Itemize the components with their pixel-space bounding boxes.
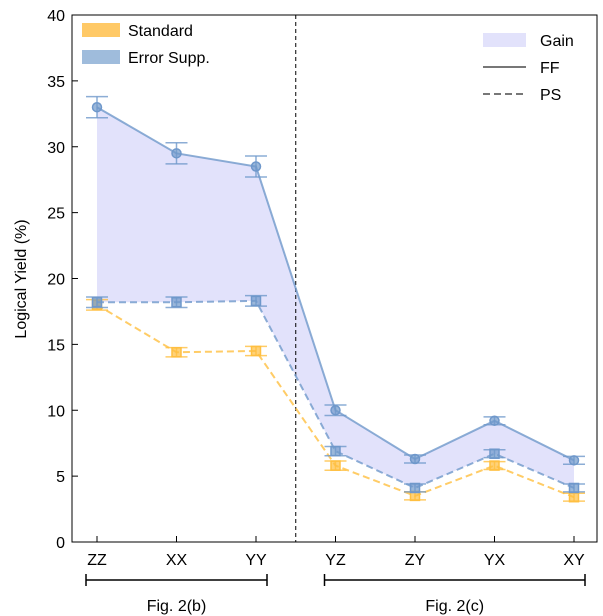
data-point [330,405,341,416]
y-tick-label: 20 [47,272,65,289]
data-point [91,101,103,113]
data-point [91,296,103,308]
x-tick-label: XX [166,552,188,569]
y-tick-label: 30 [47,140,65,157]
y-tick-label: 40 [47,8,65,25]
data-point [250,295,262,307]
data-point [171,296,182,308]
x-tick-label: XY [563,552,585,569]
y-tick-label: 35 [47,74,65,91]
data-point [330,445,341,457]
legend-label: Gain [540,33,574,50]
data-point [250,161,262,172]
x-tick-label: ZY [405,552,426,569]
legend-swatch [483,33,526,47]
data-point [489,460,500,471]
legend-label: Error Supp. [128,50,210,67]
legend-label: PS [540,87,561,104]
x-tick-label: YZ [325,552,346,569]
data-point [409,482,421,494]
y-tick-label: 10 [47,403,65,420]
data-point [171,148,182,159]
data-point [489,448,500,459]
y-tick-label: 15 [47,337,65,354]
y-tick-label: 0 [56,535,65,552]
data-point [409,453,421,465]
data-point [568,482,580,494]
legend-label: Standard [128,23,193,40]
group-label: Fig. 2(b) [147,598,207,615]
data-point [330,460,341,471]
x-tick-label: YY [245,552,267,569]
data-point [171,347,182,358]
data-point [568,455,580,466]
y-tick-label: 5 [56,469,65,486]
legend-swatch [82,50,120,64]
data-point [568,491,580,503]
legend-label: FF [540,60,560,77]
data-point [250,345,262,357]
axis-layer: 0 5 10 15 20 25 30 35 40 ZZ XX YY YZ ZY YX XY Fig. 2(b) F… [47,8,598,615]
y-axis-label: Logical Yield (%) [13,219,30,338]
x-tick-label: YX [484,552,506,569]
legend-swatch [82,23,120,37]
series-layer [86,95,585,503]
gain-area [97,107,574,488]
legend: Standard Error Supp. Gain FF PS [82,23,574,104]
series-line [97,299,575,490]
x-tick-label: ZZ [87,552,107,569]
group-label: Fig. 2(c) [425,598,484,615]
y-tick-label: 25 [47,206,65,223]
gain-area-layer [97,107,574,488]
data-point [489,415,500,427]
